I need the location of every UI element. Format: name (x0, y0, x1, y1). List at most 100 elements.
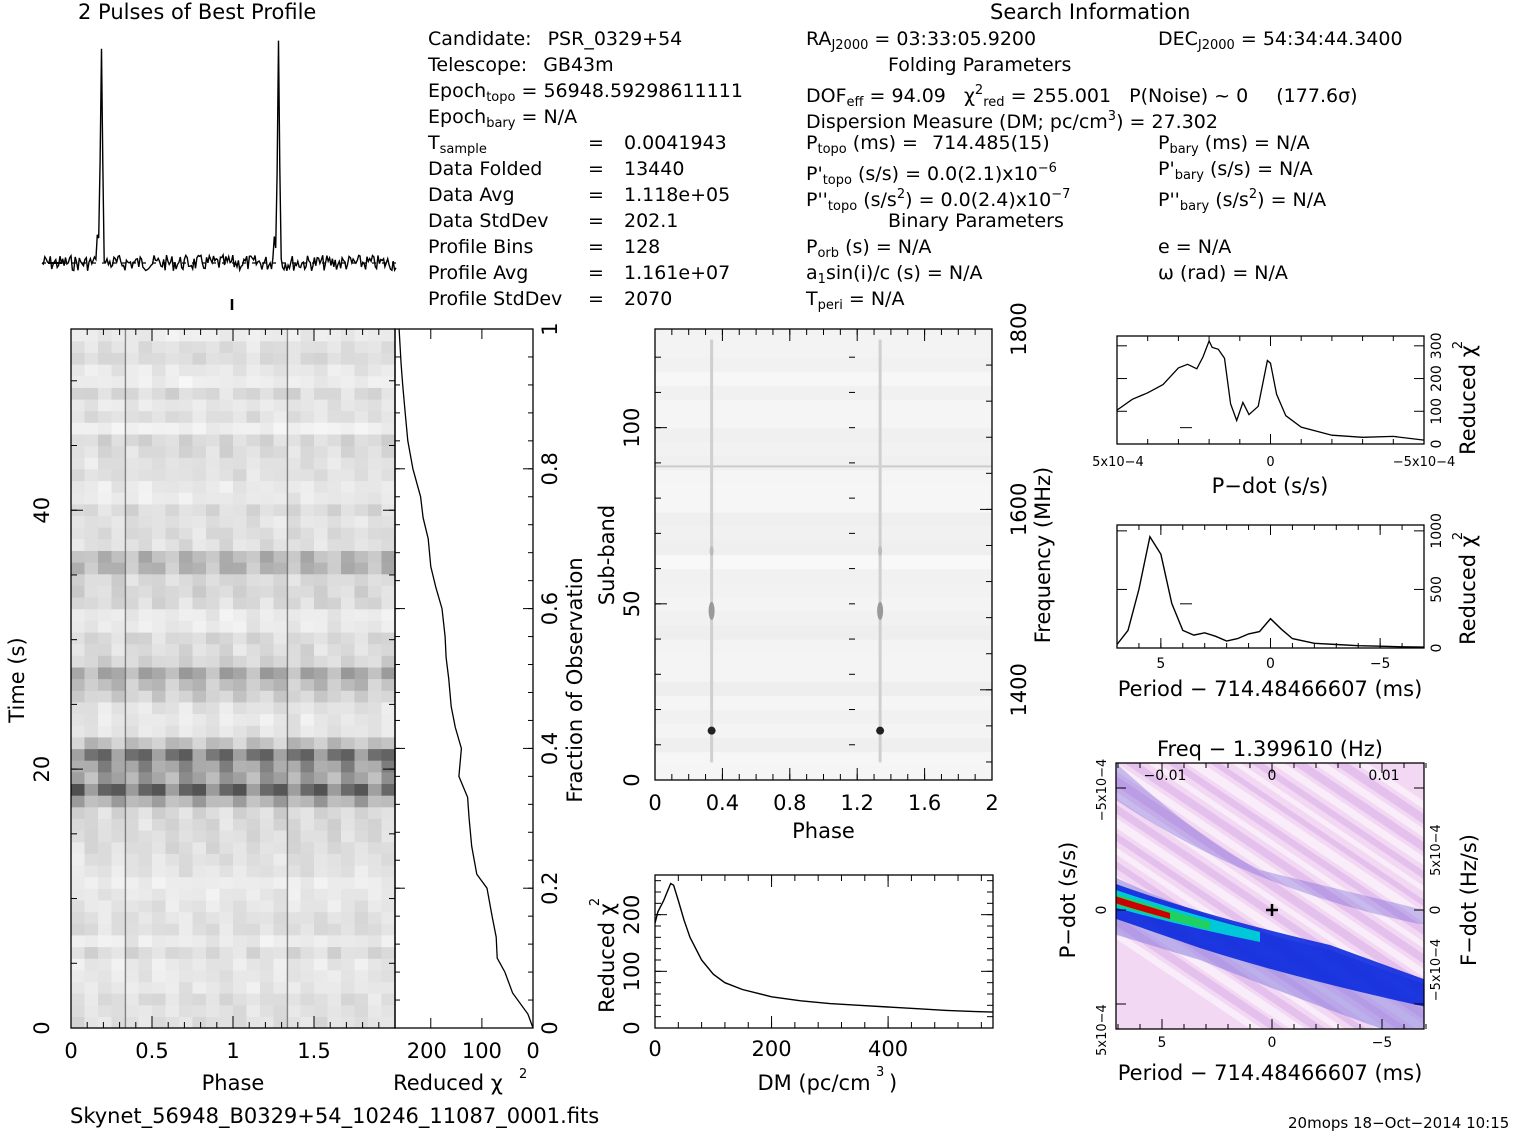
time-phase-cell (314, 363, 329, 377)
time-phase-cell (354, 818, 369, 831)
time-phase-cell (152, 701, 167, 715)
time-phase-cell (287, 725, 302, 738)
time-phase-cell (192, 433, 207, 447)
time-phase-cell (111, 993, 126, 1006)
pddbary-value: ) = N/A (1257, 189, 1327, 211)
time-phase-cell (273, 841, 288, 854)
time-phase-cell (111, 340, 126, 353)
x-tick-label: 0 (648, 1037, 661, 1061)
time-phase-cell (233, 795, 248, 808)
x-tick-label: 100 (462, 1039, 502, 1063)
time-phase-cell (71, 876, 86, 889)
time-phase-cell (206, 981, 221, 994)
time-phase-cell (368, 620, 383, 633)
time-phase-cell (381, 748, 396, 761)
time-phase-cell (273, 888, 288, 901)
time-phase-cell (327, 410, 342, 423)
time-phase-cell (260, 585, 275, 598)
subband-row (655, 357, 992, 372)
time-phase-cell (84, 387, 99, 400)
time-phase-cell (111, 701, 126, 715)
time-phase-cell (381, 562, 396, 575)
time-phase-cell (84, 352, 99, 365)
time-phase-cell (233, 888, 248, 901)
y2-tick-label: 1600 (1007, 483, 1031, 536)
x-tick-label: 1.2 (840, 791, 873, 815)
y2-axis-label: Frequency (MHz) (1031, 467, 1055, 643)
time-phase-cell (246, 631, 261, 645)
time-phase-cell (354, 783, 369, 796)
time-phase-cell (206, 410, 221, 423)
time-phase-cell (354, 550, 369, 563)
time-phase-cell (381, 468, 396, 482)
time-phase-cell (125, 503, 140, 517)
time-phase-cell (381, 480, 396, 493)
time-phase-cell (125, 876, 140, 889)
time-phase-cell (381, 864, 396, 878)
time-phase-cell (111, 911, 126, 924)
pddbary-sup: 2 (1248, 187, 1258, 202)
time-phase-cell (71, 620, 86, 633)
time-phase-cell (354, 830, 369, 843)
time-phase-cell (219, 445, 234, 458)
time-phase-cell (314, 492, 329, 505)
time-phase-cell (138, 830, 153, 843)
time-phase-cell (165, 410, 180, 423)
pulse-blob (707, 726, 716, 735)
pdtopo-label: P' (806, 163, 823, 185)
time-phase-cell (138, 457, 153, 470)
tperi-value: = N/A (848, 288, 905, 310)
time-phase-cell (300, 398, 315, 412)
time-phase-cell (165, 911, 180, 924)
time-phase-cell (260, 958, 275, 971)
time-phase-cell (71, 643, 86, 656)
time-phase-cell (152, 864, 167, 878)
x-axis-label-sup: 3 (876, 1065, 884, 1080)
time-phase-cell (165, 562, 180, 575)
stats-value: 2070 (624, 288, 673, 310)
time-phase-cell (300, 690, 315, 703)
time-phase-cell (125, 993, 140, 1006)
time-phase-cell (152, 527, 167, 540)
time-phase-cell (138, 981, 153, 994)
time-phase-cell (287, 468, 302, 482)
time-phase-cell (354, 981, 369, 994)
time-phase-cell (125, 445, 140, 458)
time-phase-cell (233, 818, 248, 831)
time-phase-cell (84, 725, 99, 738)
time-phase-cell (341, 981, 356, 994)
time-phase-cell (287, 736, 302, 750)
pddbary-unit: (s/s (1215, 189, 1249, 211)
time-phase-cell (287, 969, 302, 983)
time-phase-cell (300, 1016, 315, 1029)
time-phase-cell (314, 445, 329, 458)
time-phase-cell (260, 363, 275, 377)
time-phase-cell (273, 585, 288, 598)
pulse-blob (708, 601, 715, 620)
time-phase-cell (71, 387, 86, 400)
time-phase-cell (260, 946, 275, 959)
time-phase-cell (152, 445, 167, 458)
time-phase-cell (327, 981, 342, 994)
time-phase-cell (206, 946, 221, 959)
time-phase-cell (273, 422, 288, 435)
time-phase-cell (300, 923, 315, 936)
time-phase-cell (368, 795, 383, 808)
dm-row: Dispersion Measure (DM; pc/cm3) = 27.302 (806, 106, 1218, 133)
time-phase-cell (368, 841, 383, 854)
time-phase-cell (111, 830, 126, 843)
time-phase-cell (368, 631, 383, 645)
time-phase-cell (287, 527, 302, 540)
time-phase-cell (260, 573, 275, 586)
time-phase-cell (327, 480, 342, 493)
time-phase-cell (125, 550, 140, 563)
time-phase-cell (327, 993, 342, 1006)
pddbary-sub: bary (1179, 199, 1210, 214)
time-phase-cell (165, 1004, 180, 1017)
time-phase-cell (260, 888, 275, 901)
time-phase-cell (219, 655, 234, 668)
time-phase-cell (71, 830, 86, 843)
time-phase-cell (179, 771, 194, 784)
